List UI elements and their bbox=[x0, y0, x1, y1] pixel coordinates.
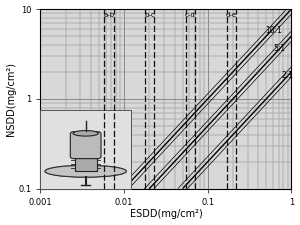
Text: 10:1: 10:1 bbox=[266, 26, 282, 35]
Text: c-d: c-d bbox=[185, 12, 196, 18]
Text: a-b: a-b bbox=[103, 12, 115, 18]
X-axis label: ESDD(mg/cm²): ESDD(mg/cm²) bbox=[130, 209, 202, 219]
Text: 5:1: 5:1 bbox=[274, 44, 286, 53]
Text: b-c: b-c bbox=[145, 12, 155, 18]
Text: 2:1: 2:1 bbox=[282, 71, 294, 80]
Text: d-e: d-e bbox=[226, 12, 237, 18]
Y-axis label: NSDD(mg/cm²): NSDD(mg/cm²) bbox=[6, 62, 16, 136]
